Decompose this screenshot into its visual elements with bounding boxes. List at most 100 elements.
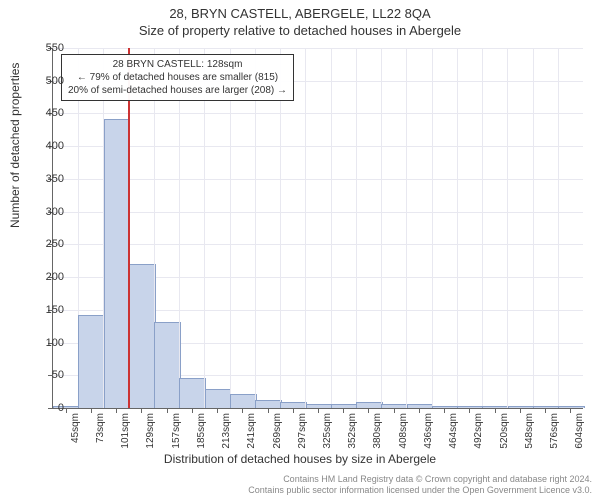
xtick-mark	[242, 408, 243, 413]
xtick-label: 213sqm	[221, 413, 232, 449]
xtick-label: 436sqm	[423, 413, 434, 449]
gridline-h	[53, 48, 583, 49]
gridline-v	[432, 48, 433, 408]
gridline-v	[482, 48, 483, 408]
xtick-label: 185sqm	[196, 413, 207, 449]
xtick-mark	[570, 408, 571, 413]
ytick-label: 550	[24, 42, 64, 54]
footer-line-1: Contains HM Land Registry data © Crown c…	[248, 474, 592, 485]
xtick-label: 297sqm	[297, 413, 308, 449]
gridline-h	[53, 212, 583, 213]
gridline-v	[558, 48, 559, 408]
ytick-label: 150	[24, 304, 64, 316]
xtick-mark	[141, 408, 142, 413]
histogram-bar	[407, 404, 434, 408]
xtick-mark	[545, 408, 546, 413]
xtick-label: 269sqm	[272, 413, 283, 449]
annotation-box: 28 BRYN CASTELL: 128sqm← 79% of detached…	[61, 54, 294, 101]
xtick-mark	[116, 408, 117, 413]
gridline-v	[280, 48, 281, 408]
xtick-mark	[192, 408, 193, 413]
page-subtitle: Size of property relative to detached ho…	[0, 21, 600, 38]
ytick-label: 0	[24, 402, 64, 414]
xtick-mark	[394, 408, 395, 413]
gridline-h	[53, 113, 583, 114]
gridline-v	[356, 48, 357, 408]
xtick-mark	[268, 408, 269, 413]
xtick-mark	[167, 408, 168, 413]
xtick-label: 129sqm	[145, 413, 156, 449]
histogram-bar	[482, 406, 509, 408]
gridline-v	[255, 48, 256, 408]
xtick-mark	[469, 408, 470, 413]
histogram-bar	[381, 404, 408, 408]
xtick-label: 45sqm	[70, 413, 81, 443]
histogram-bar	[255, 400, 282, 408]
gridline-v	[457, 48, 458, 408]
xtick-mark	[520, 408, 521, 413]
ytick-label: 50	[24, 369, 64, 381]
xtick-label: 241sqm	[246, 413, 257, 449]
annotation-line-3: 20% of semi-detached houses are larger (…	[68, 84, 287, 97]
xtick-label: 73sqm	[95, 413, 106, 443]
ytick-label: 500	[24, 75, 64, 87]
gridline-h	[53, 179, 583, 180]
histogram-bar	[129, 264, 156, 408]
footer-line-2: Contains public sector information licen…	[248, 485, 592, 496]
y-axis-label: Number of detached properties	[8, 63, 22, 228]
ytick-label: 250	[24, 238, 64, 250]
gridline-v	[305, 48, 306, 408]
xtick-label: 520sqm	[499, 413, 510, 449]
xtick-mark	[66, 408, 67, 413]
x-axis-label: Distribution of detached houses by size …	[0, 452, 600, 466]
xtick-label: 157sqm	[171, 413, 182, 449]
histogram-bar	[356, 402, 383, 408]
ytick-label: 450	[24, 107, 64, 119]
gridline-v	[507, 48, 508, 408]
xtick-label: 548sqm	[524, 413, 535, 449]
footer-attribution: Contains HM Land Registry data © Crown c…	[248, 474, 592, 496]
xtick-mark	[91, 408, 92, 413]
page-title-address: 28, BRYN CASTELL, ABERGELE, LL22 8QA	[0, 0, 600, 21]
ytick-label: 300	[24, 206, 64, 218]
histogram-bar	[154, 322, 181, 408]
xtick-label: 380sqm	[372, 413, 383, 449]
histogram-bar	[104, 119, 131, 408]
xtick-mark	[217, 408, 218, 413]
chart-area: 45sqm73sqm101sqm129sqm157sqm185sqm213sqm…	[52, 48, 582, 408]
annotation-line-1: 28 BRYN CASTELL: 128sqm	[68, 58, 287, 71]
annotation-line-2: ← 79% of detached houses are smaller (81…	[68, 71, 287, 84]
gridline-h	[53, 146, 583, 147]
xtick-mark	[419, 408, 420, 413]
ytick-label: 400	[24, 140, 64, 152]
histogram-bar	[78, 315, 105, 408]
xtick-label: 408sqm	[398, 413, 409, 449]
xtick-mark	[318, 408, 319, 413]
plot-region: 45sqm73sqm101sqm129sqm157sqm185sqm213sqm…	[52, 48, 583, 409]
gridline-v	[179, 48, 180, 408]
xtick-label: 101sqm	[120, 413, 131, 449]
histogram-bar	[508, 406, 535, 408]
marker-line	[128, 48, 130, 408]
gridline-v	[533, 48, 534, 408]
xtick-label: 576sqm	[549, 413, 560, 449]
xtick-label: 492sqm	[473, 413, 484, 449]
histogram-bar	[205, 389, 232, 408]
histogram-bar	[179, 378, 206, 408]
gridline-v	[381, 48, 382, 408]
ytick-label: 200	[24, 271, 64, 283]
ytick-label: 350	[24, 173, 64, 185]
xtick-mark	[343, 408, 344, 413]
histogram-bar	[280, 402, 307, 408]
gridline-v	[230, 48, 231, 408]
xtick-mark	[368, 408, 369, 413]
ytick-label: 100	[24, 337, 64, 349]
xtick-mark	[293, 408, 294, 413]
xtick-label: 352sqm	[347, 413, 358, 449]
xtick-label: 604sqm	[574, 413, 585, 449]
xtick-label: 325sqm	[322, 413, 333, 449]
xtick-label: 464sqm	[448, 413, 459, 449]
xtick-mark	[495, 408, 496, 413]
gridline-v	[204, 48, 205, 408]
gridline-v	[406, 48, 407, 408]
